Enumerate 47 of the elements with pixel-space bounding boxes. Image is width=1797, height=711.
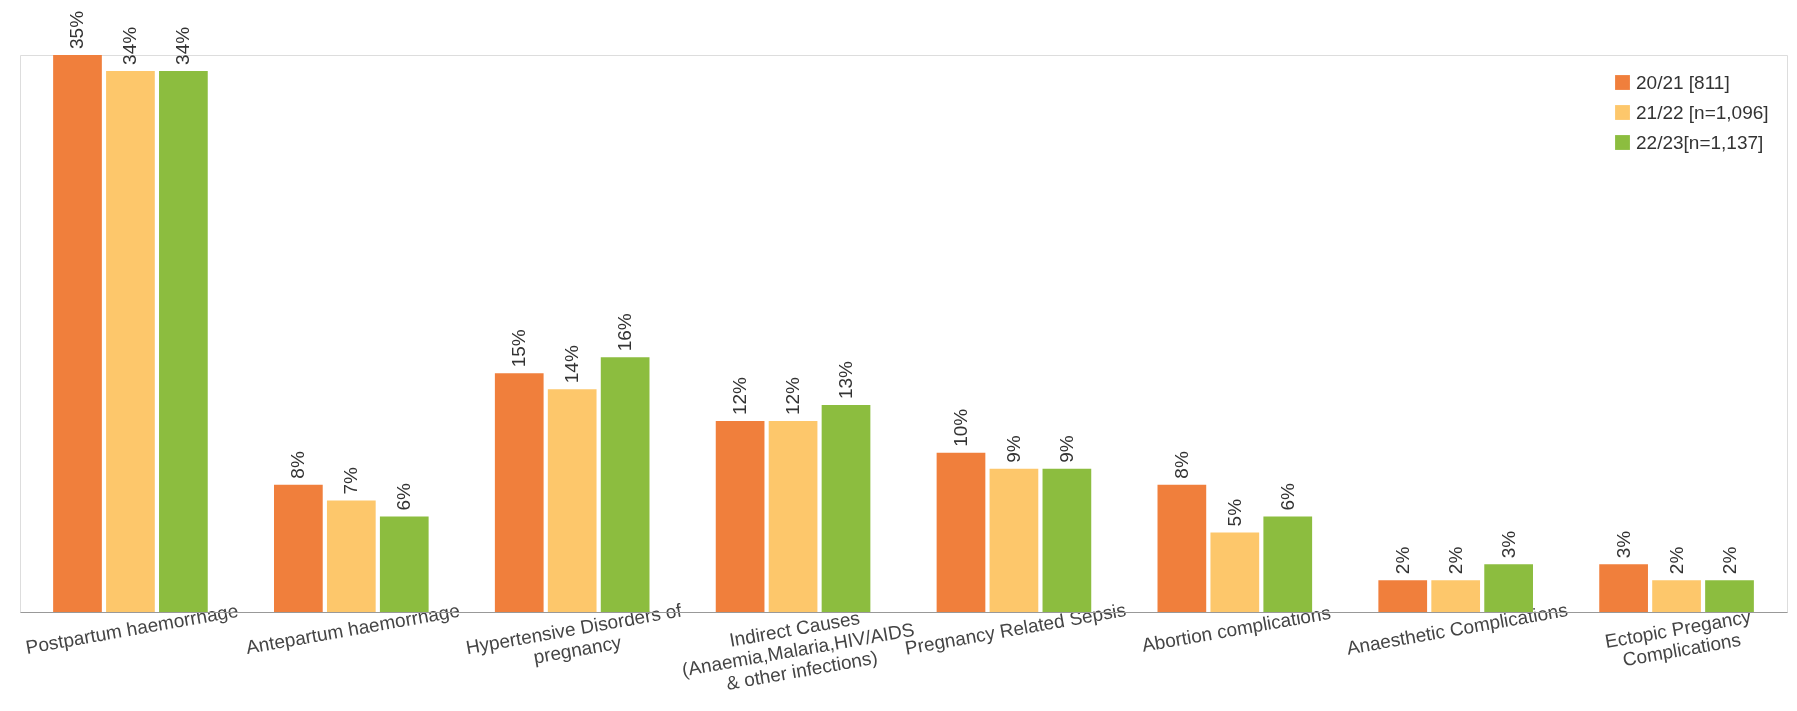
data-label: 5% — [1223, 498, 1245, 527]
bar — [1157, 484, 1207, 612]
data-label: 15% — [508, 329, 530, 368]
data-label: 14% — [561, 345, 583, 384]
x-tick-label: Ectopic Pregancy Complications — [1603, 605, 1754, 671]
x-tick-label: Antepartum haemorrhage — [244, 599, 462, 659]
bar — [600, 357, 650, 612]
data-label: 34% — [119, 26, 141, 65]
bar — [494, 373, 544, 612]
bar — [53, 55, 102, 612]
bar — [936, 452, 986, 612]
data-label: 8% — [287, 451, 309, 479]
bar — [547, 389, 597, 612]
legend-label: 21/22 [n=1,096] — [1636, 101, 1769, 123]
x-tick-label: Postpartum haemorrhage — [24, 599, 240, 658]
data-label: 10% — [949, 408, 971, 447]
data-label: 2% — [1718, 546, 1740, 575]
data-label: 3% — [1497, 530, 1519, 559]
legend-label: 20/21 [811] — [1636, 71, 1730, 93]
bar — [1705, 580, 1754, 612]
data-label: 3% — [1612, 530, 1634, 559]
data-label: 9% — [1055, 435, 1077, 463]
data-label: 7% — [340, 467, 362, 495]
bar — [274, 484, 323, 612]
bar — [1378, 580, 1428, 612]
bar — [1652, 580, 1701, 612]
data-label: 8% — [1170, 451, 1192, 479]
data-label: 6% — [1276, 482, 1298, 511]
data-label: 35% — [66, 10, 88, 49]
data-label: 34% — [172, 26, 194, 65]
data-label: 13% — [835, 360, 857, 400]
data-label: 9% — [1002, 435, 1024, 463]
data-label: 16% — [614, 313, 636, 352]
data-label: 12% — [782, 376, 804, 416]
bar — [768, 421, 818, 612]
bar — [1599, 564, 1648, 612]
data-label: 12% — [729, 376, 751, 416]
x-tick-label: Abortion complications — [1140, 601, 1333, 656]
bar — [989, 468, 1039, 612]
data-label: 2% — [1391, 546, 1413, 575]
data-label: 2% — [1444, 546, 1466, 575]
bar — [821, 405, 871, 612]
x-tick-label: Anaesthetic Complications — [1345, 599, 1570, 659]
legend-label: 22/23[n=1,137] — [1636, 131, 1764, 153]
bar — [715, 421, 765, 612]
data-label: 6% — [393, 482, 415, 511]
data-label: 2% — [1665, 546, 1687, 575]
